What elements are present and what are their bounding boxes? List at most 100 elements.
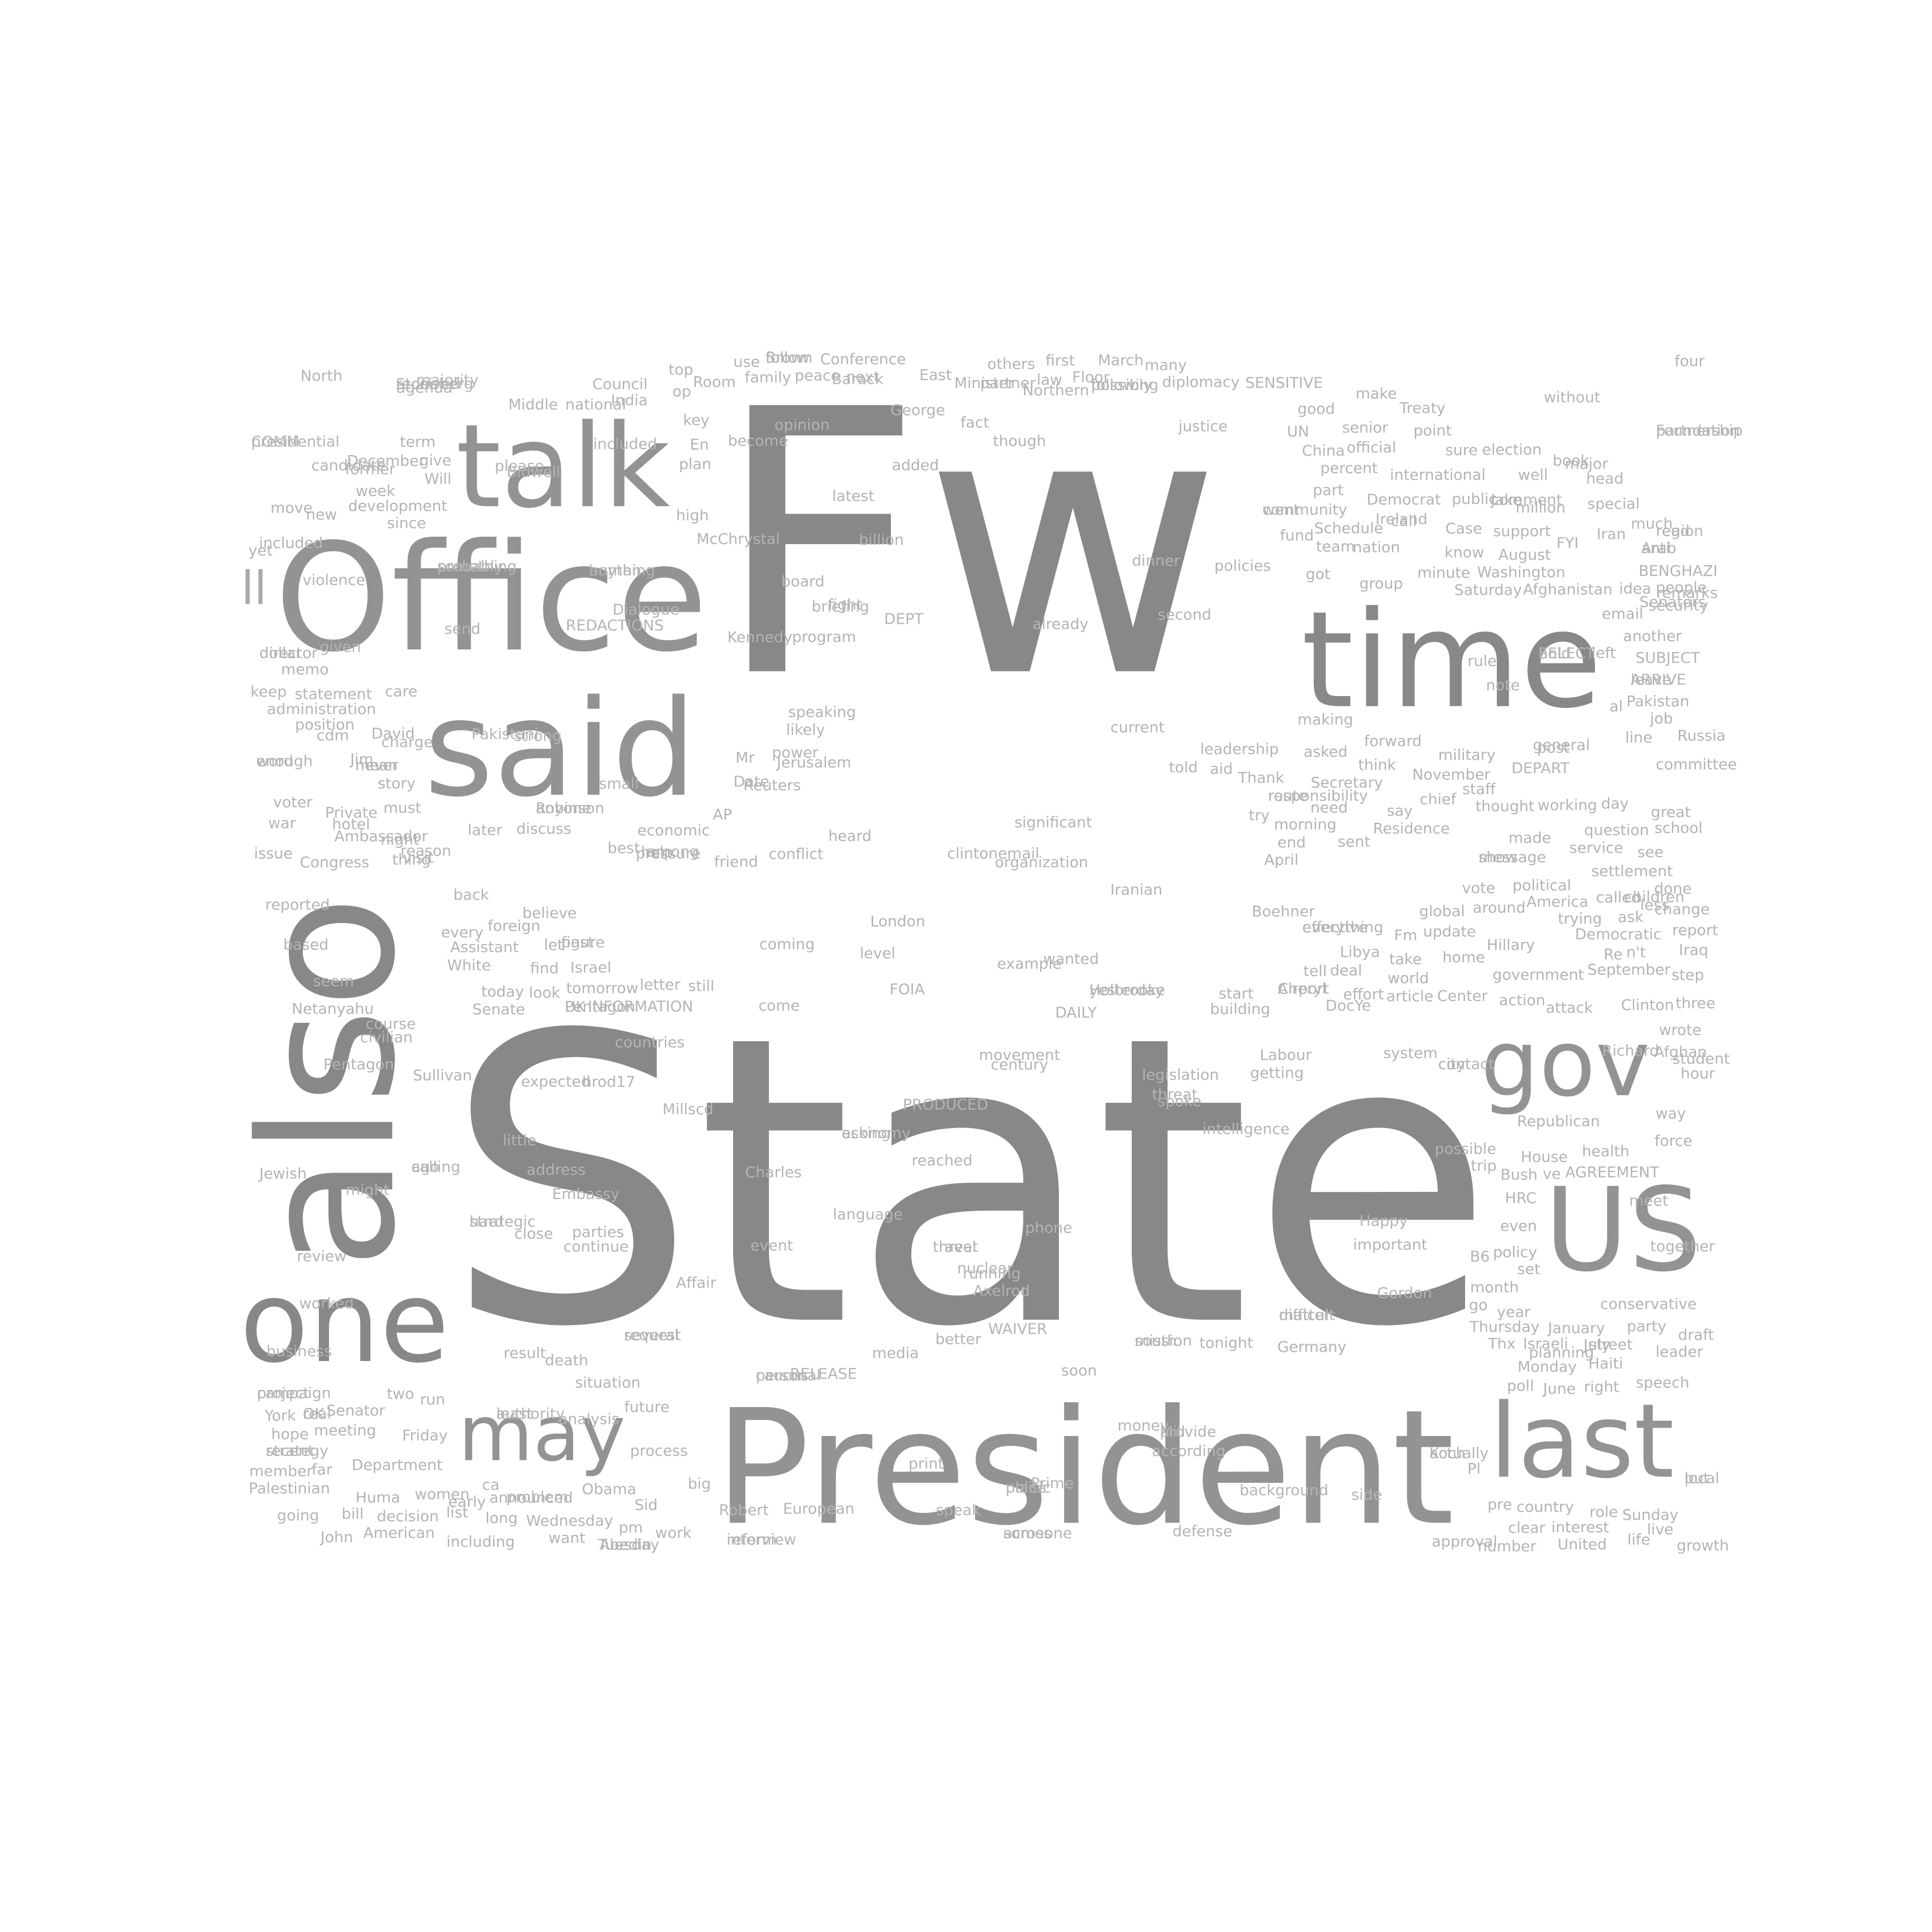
cloud-word: trip [1471,1157,1497,1175]
cloud-word: Hillary [1487,936,1535,954]
cloud-word: Secretary [1311,774,1383,792]
cloud-word: threat [933,1238,978,1256]
cloud-word: sent [1338,833,1371,851]
cloud-word: heard [828,827,872,845]
cloud-word: Friday [402,1426,448,1444]
cloud-word: address [526,1161,586,1179]
cloud-word: Libya [1340,943,1380,961]
cloud-word: show [1479,848,1517,866]
cloud-word: August [1498,546,1551,564]
cloud-word: Tuesday [598,1536,660,1554]
cloud-word: next [846,368,880,386]
cloud-word: Gordon [1377,1284,1432,1301]
cloud-word: leader [1656,1343,1703,1360]
cloud-word: Council [592,375,648,393]
cloud-word: work [655,1524,692,1542]
cloud-word: clear [1508,1519,1546,1536]
cloud-word: morning [1274,816,1336,833]
cloud-word: pre [1488,1496,1512,1513]
cloud-word: every [441,924,484,941]
cloud-word: article [1386,987,1433,1005]
cloud-word: candidate [311,456,386,474]
cloud-word: Residence [1373,819,1450,837]
cloud-word: night [380,831,419,848]
cloud-word: Fw [714,333,1222,758]
cloud-word: Millscd [662,1100,713,1118]
cloud-word: women [415,1485,470,1503]
cloud-word: based [283,935,329,953]
cloud-word: North [301,367,342,385]
cloud-word: three [1675,994,1715,1012]
cloud-word: people [1656,579,1707,596]
cloud-word: war [268,814,296,832]
cloud-word: money [1117,1417,1169,1435]
cloud-word: ll [241,561,267,615]
cloud-word: Koch [1429,1444,1465,1462]
cloud-word: RELEASE [790,1365,857,1382]
cloud-word: York [264,1407,296,1424]
cloud-word: fact [961,413,989,431]
cloud-word: responsibility [1268,787,1368,804]
cloud-word: meet [1629,1192,1668,1210]
cloud-word: great [1651,803,1690,821]
cloud-word: school [1655,819,1703,837]
cloud-word: Treaty [1399,399,1446,416]
cloud-word: European [783,1500,854,1518]
cloud-word: likely [786,721,825,738]
cloud-word: later [468,821,503,839]
cloud-word: anyone [536,799,591,817]
cloud-word: enough [257,752,313,770]
cloud-word: Office [275,512,708,685]
cloud-word: Pakistan [1627,692,1689,710]
cloud-word: local [1685,1469,1719,1487]
cloud-word: one [240,1257,449,1388]
cloud-word: Airport [1278,979,1329,997]
cloud-word: never [355,756,399,774]
cloud-word: hold [1539,644,1571,662]
cloud-word: around [1473,898,1525,916]
cloud-word: yet [248,541,273,559]
cloud-word: ago [412,1158,440,1176]
cloud-word: David [371,724,415,742]
cloud-word: route [1268,787,1308,804]
cloud-word: Room [693,373,736,391]
cloud-word: thought [1475,797,1534,815]
cloud-word: must [383,799,421,817]
cloud-word: come [758,997,800,1014]
cloud-word: phone [1025,1219,1072,1236]
cloud-word: step [1672,966,1704,984]
cloud-word: Sullivan [413,1066,472,1084]
cloud-word: given [320,638,361,656]
cloud-word: SUBJECT [1635,649,1700,667]
cloud-word: several [624,1326,679,1344]
cloud-word: region [1656,522,1704,540]
cloud-word: deal [1330,961,1362,979]
cloud-word: system [1384,1044,1438,1062]
cloud-word: background [1240,1481,1329,1499]
cloud-word: since [387,514,426,532]
cloud-word: book [1553,452,1590,470]
cloud-word: went [1262,501,1299,518]
cloud-word: building [1210,1000,1270,1018]
cloud-word: less [1640,896,1669,913]
cloud-word: past [561,933,594,951]
cloud-word: action [1499,991,1545,1009]
cloud-word: Senator [326,1401,385,1419]
cloud-word: contact [1438,1055,1495,1073]
cloud-word: asked [1304,743,1348,760]
cloud-word: SENSITIVE [1245,374,1323,391]
cloud-word: growth [1677,1536,1729,1554]
word-layer: StateFwRepmcallnewn'tPresidentSecretaryO… [221,333,1743,1561]
cloud-word: let [544,936,564,954]
cloud-word: talk [456,399,670,533]
cloud-word: situation [575,1373,641,1391]
cloud-word: meeting [314,1421,376,1439]
cloud-word: ve [1543,1165,1561,1182]
cloud-word: recent [266,1442,313,1460]
cloud-word: live [1647,1520,1673,1538]
cloud-word: role [1590,1503,1618,1520]
cloud-word: PRODUCED [903,1096,988,1114]
cloud-word: Case [1445,519,1482,537]
cloud-word: difficult [1279,1306,1335,1323]
cloud-word: family [745,369,791,386]
